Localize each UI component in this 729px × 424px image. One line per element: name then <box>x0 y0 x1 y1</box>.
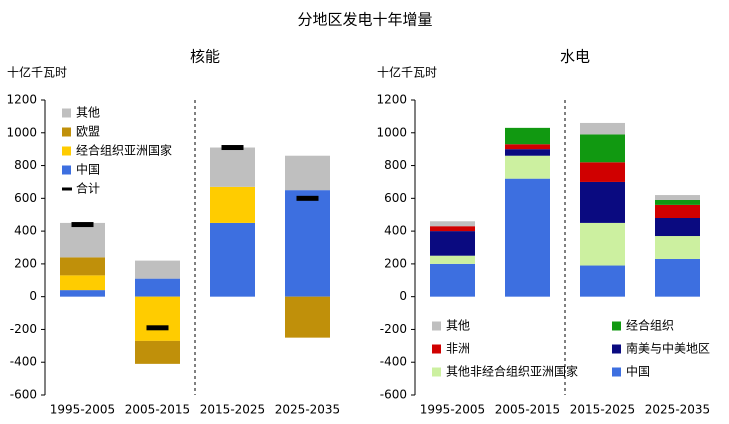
y-tick-label: 1000 <box>6 125 37 139</box>
bar-segment <box>210 186 255 223</box>
x-tick-label: 2015-2025 <box>570 403 635 417</box>
y-tick-label: 800 <box>384 158 407 172</box>
legend-label: 中国 <box>76 162 100 177</box>
bar-segment <box>580 222 625 266</box>
bar-segment <box>135 260 180 279</box>
legend-label: 经合组织亚洲国家 <box>76 143 172 158</box>
bar-segment <box>580 265 625 297</box>
y-tick-label: 600 <box>14 191 37 205</box>
y-tick-label: -400 <box>10 355 37 369</box>
x-tick-label: 2005-2015 <box>495 403 560 417</box>
x-tick-label: 2025-2035 <box>645 403 710 417</box>
bar-segment <box>655 204 700 218</box>
y-tick-label: 200 <box>14 256 37 270</box>
bar-segment <box>60 275 105 291</box>
total-marker <box>296 195 319 201</box>
legend-swatch <box>62 165 71 175</box>
total-marker <box>146 325 169 331</box>
legend-swatch <box>62 127 71 137</box>
y-tick-label: 800 <box>14 158 37 172</box>
x-tick-label: 2005-2015 <box>125 403 190 417</box>
y-tick-label: -400 <box>380 355 407 369</box>
y-tick-label: 400 <box>384 224 407 238</box>
legend-label: 其他非经合组织亚洲国家 <box>446 364 578 379</box>
chart-title: 核能 <box>190 48 220 66</box>
legend-swatch <box>432 321 441 331</box>
x-tick-label: 2025-2035 <box>275 403 340 417</box>
y-tick-label: 600 <box>384 191 407 205</box>
y-tick-label: 0 <box>29 289 37 303</box>
bar-segment <box>655 199 700 205</box>
y-tick-label: 1200 <box>6 93 37 107</box>
bar-segment <box>655 218 700 237</box>
bar-segment <box>210 147 255 187</box>
bar-segment <box>285 190 330 297</box>
bar-segment <box>135 296 180 341</box>
bar-segment <box>430 221 475 227</box>
bar-segment <box>580 122 625 135</box>
legend-label: 非洲 <box>446 342 470 356</box>
bar-segment <box>430 255 475 264</box>
y-tick-label: 1000 <box>376 125 407 139</box>
y-tick-label: 0 <box>399 289 407 303</box>
y-tick-label: 400 <box>14 224 37 238</box>
legend-swatch <box>62 187 72 191</box>
legend-swatch <box>432 344 441 354</box>
y-axis-label: 十亿千瓦时 <box>377 65 437 80</box>
bar-segment <box>505 127 550 145</box>
bar-segment <box>135 278 180 297</box>
legend-swatch <box>432 367 441 377</box>
legend-label: 其他 <box>446 319 470 333</box>
bar-segment <box>580 134 625 163</box>
bar-segment <box>210 222 255 297</box>
legend-label: 南美与中美地区 <box>626 341 710 356</box>
legend-label: 中国 <box>626 364 650 379</box>
bar-segment <box>285 155 330 191</box>
legend-swatch <box>612 321 621 331</box>
bar-segment <box>655 236 700 259</box>
bar-segment <box>430 226 475 232</box>
y-tick-label: -600 <box>10 388 37 402</box>
bar-segment <box>655 195 700 200</box>
y-tick-label: -600 <box>380 388 407 402</box>
bar-segment <box>430 263 475 297</box>
legend-swatch <box>612 344 621 354</box>
bar-segment <box>655 258 700 297</box>
y-tick-label: -200 <box>380 322 407 336</box>
legend-label: 欧盟 <box>76 125 100 139</box>
bar-segment <box>580 181 625 223</box>
legend-swatch <box>62 146 71 156</box>
y-tick-label: -200 <box>10 322 37 336</box>
bar-segment <box>135 340 180 364</box>
y-axis-label: 十亿千瓦时 <box>7 65 67 80</box>
y-tick-label: 1200 <box>376 93 407 107</box>
bar-segment <box>505 149 550 156</box>
total-marker <box>71 222 94 228</box>
x-tick-label: 1995-2005 <box>420 403 485 417</box>
bar-segment <box>505 144 550 150</box>
y-tick-label: 200 <box>384 256 407 270</box>
bar-segment <box>285 296 330 338</box>
bar-segment <box>60 257 105 276</box>
legend-swatch <box>62 108 71 118</box>
bar-segment <box>60 222 105 258</box>
legend-label: 经合组织 <box>626 318 674 333</box>
x-tick-label: 1995-2005 <box>50 403 115 417</box>
bar-segment <box>505 178 550 297</box>
legend-label: 其他 <box>76 106 100 120</box>
total-marker <box>221 145 244 151</box>
x-tick-label: 2015-2025 <box>200 403 265 417</box>
bar-segment <box>430 231 475 256</box>
main-title: 分地区发电十年增量 <box>297 11 432 29</box>
bar-segment <box>580 162 625 182</box>
bar-segment <box>60 290 105 297</box>
legend-swatch <box>612 367 621 377</box>
legend-label: 合计 <box>76 181 100 196</box>
bar-segment <box>505 155 550 179</box>
chart-title: 水电 <box>560 48 590 66</box>
